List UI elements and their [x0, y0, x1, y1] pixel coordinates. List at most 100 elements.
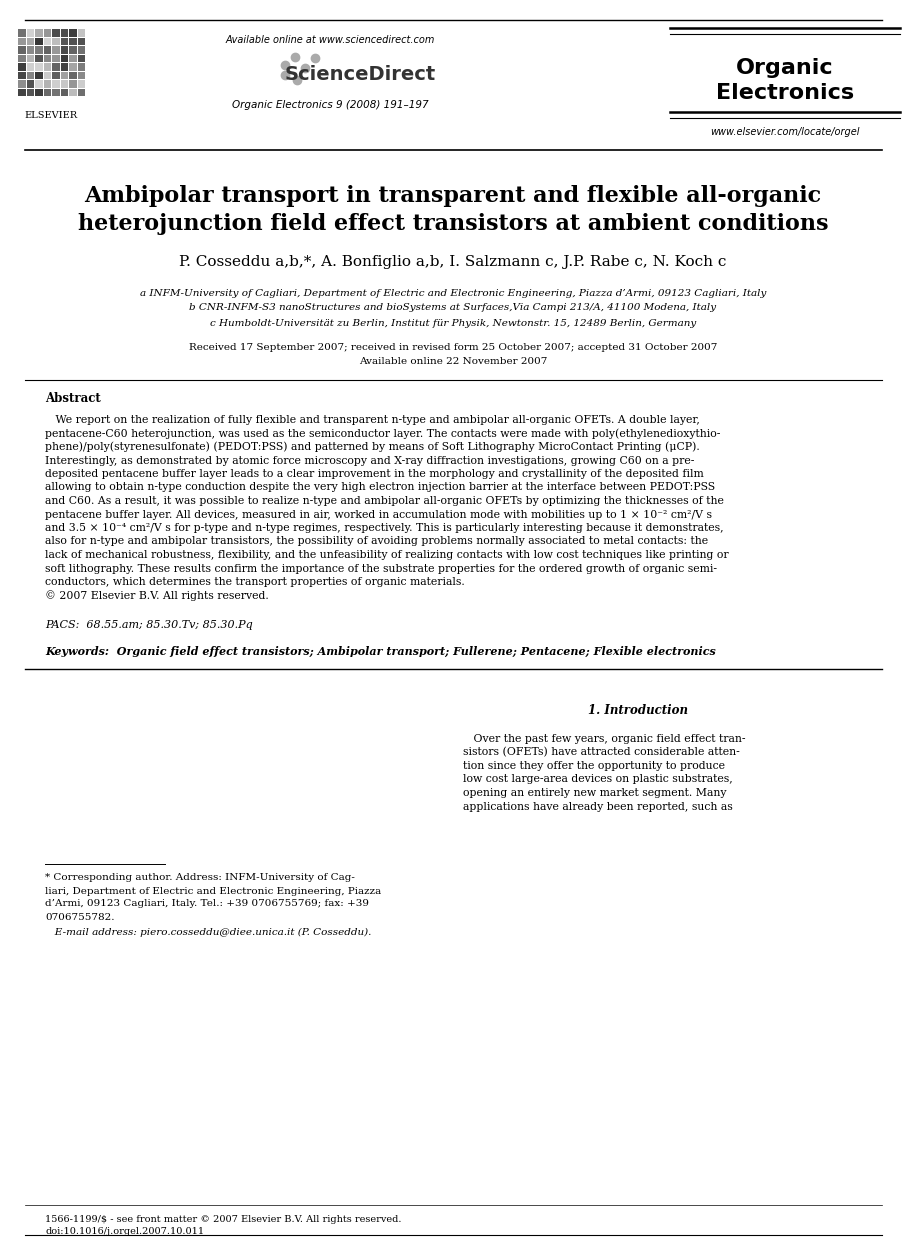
Text: conductors, which determines the transport properties of organic materials.: conductors, which determines the transpo… [45, 577, 464, 587]
Text: deposited pentacene buffer layer leads to a clear improvement in the morphology : deposited pentacene buffer layer leads t… [45, 469, 704, 479]
Bar [69, 72, 76, 79]
Bar [44, 46, 51, 53]
Bar [61, 54, 68, 62]
Bar [35, 37, 43, 45]
Bar [77, 72, 85, 79]
Bar [52, 37, 60, 45]
Text: * Corresponding author. Address: INFM-University of Cag-: * Corresponding author. Address: INFM-Un… [45, 874, 355, 883]
Bar [26, 28, 34, 36]
Bar [18, 80, 25, 88]
Bar [35, 80, 43, 88]
Bar [26, 46, 34, 53]
Bar [18, 88, 25, 97]
Bar [44, 63, 51, 71]
Text: Abstract: Abstract [45, 391, 101, 405]
Text: opening an entirely new market segment. Many: opening an entirely new market segment. … [463, 789, 727, 799]
Text: a INFM-University of Cagliari, Department of Electric and Electronic Engineering: a INFM-University of Cagliari, Departmen… [140, 288, 766, 297]
Bar [35, 63, 43, 71]
Text: Organic: Organic [736, 58, 834, 78]
Bar [44, 88, 51, 97]
Bar [52, 80, 60, 88]
Bar [61, 28, 68, 36]
Bar [77, 63, 85, 71]
Bar [61, 72, 68, 79]
Bar [52, 88, 60, 97]
Bar [18, 54, 25, 62]
Text: d’Armi, 09123 Cagliari, Italy. Tel.: +39 0706755769; fax: +39: d’Armi, 09123 Cagliari, Italy. Tel.: +39… [45, 900, 369, 909]
Bar [77, 88, 85, 97]
Bar [35, 46, 43, 53]
Bar [18, 37, 25, 45]
Bar [26, 80, 34, 88]
Text: We report on the realization of fully flexible and transparent n-type and ambipo: We report on the realization of fully fl… [45, 415, 700, 425]
Bar [44, 28, 51, 36]
Bar [69, 37, 76, 45]
Bar [26, 37, 34, 45]
Bar [52, 63, 60, 71]
Bar [61, 37, 68, 45]
Bar [18, 28, 25, 36]
Bar [52, 46, 60, 53]
Text: lack of mechanical robustness, flexibility, and the unfeasibility of realizing c: lack of mechanical robustness, flexibili… [45, 550, 728, 560]
Bar [35, 54, 43, 62]
Bar [35, 28, 43, 36]
Bar [26, 72, 34, 79]
Bar [61, 46, 68, 53]
Text: also for n-type and ambipolar transistors, the possibility of avoiding problems : also for n-type and ambipolar transistor… [45, 536, 708, 546]
Text: doi:10.1016/j.orgel.2007.10.011: doi:10.1016/j.orgel.2007.10.011 [45, 1227, 204, 1236]
Bar [44, 37, 51, 45]
Bar [69, 46, 76, 53]
Bar [44, 72, 51, 79]
Bar [18, 72, 25, 79]
Text: ScienceDirect: ScienceDirect [285, 66, 435, 84]
Text: Interestingly, as demonstrated by atomic force microscopy and X-ray diffraction : Interestingly, as demonstrated by atomic… [45, 456, 695, 465]
Text: and 3.5 × 10⁻⁴ cm²/V s for p-type and n-type regimes, respectively. This is part: and 3.5 × 10⁻⁴ cm²/V s for p-type and n-… [45, 522, 724, 534]
Text: Organic Electronics 9 (2008) 191–197: Organic Electronics 9 (2008) 191–197 [231, 100, 428, 110]
Text: liari, Department of Electric and Electronic Engineering, Piazza: liari, Department of Electric and Electr… [45, 886, 381, 895]
Bar [61, 63, 68, 71]
Bar [44, 80, 51, 88]
Text: P. Cosseddu a,b,*, A. Bonfiglio a,b, I. Salzmann c, J.P. Rabe c, N. Koch c: P. Cosseddu a,b,*, A. Bonfiglio a,b, I. … [180, 255, 727, 269]
Bar [69, 88, 76, 97]
Text: Over the past few years, organic field effect tran-: Over the past few years, organic field e… [463, 734, 746, 744]
Bar [69, 63, 76, 71]
Bar [77, 28, 85, 36]
Text: 1566-1199/$ - see front matter © 2007 Elsevier B.V. All rights reserved.: 1566-1199/$ - see front matter © 2007 El… [45, 1214, 402, 1223]
Bar [26, 88, 34, 97]
Bar [26, 63, 34, 71]
Text: allowing to obtain n-type conduction despite the very high electron injection ba: allowing to obtain n-type conduction des… [45, 483, 715, 493]
Bar [69, 80, 76, 88]
Bar [69, 54, 76, 62]
Bar [26, 54, 34, 62]
Bar [35, 88, 43, 97]
Bar [77, 46, 85, 53]
Text: pentacene buffer layer. All devices, measured in air, worked in accumulation mod: pentacene buffer layer. All devices, mea… [45, 510, 712, 520]
Bar [61, 88, 68, 97]
Text: www.elsevier.com/locate/orgel: www.elsevier.com/locate/orgel [710, 128, 860, 137]
Bar [77, 37, 85, 45]
Text: sistors (OFETs) have attracted considerable atten-: sistors (OFETs) have attracted considera… [463, 748, 740, 758]
Text: tion since they offer the opportunity to produce: tion since they offer the opportunity to… [463, 761, 725, 771]
Text: Ambipolar transport in transparent and flexible all-organic: Ambipolar transport in transparent and f… [84, 184, 822, 207]
Bar [35, 72, 43, 79]
Text: E-mail address: piero.cosseddu@diee.unica.it (P. Cosseddu).: E-mail address: piero.cosseddu@diee.unic… [45, 927, 371, 937]
Text: 0706755782.: 0706755782. [45, 912, 114, 921]
Text: Received 17 September 2007; received in revised form 25 October 2007; accepted 3: Received 17 September 2007; received in … [189, 343, 717, 352]
Bar [77, 80, 85, 88]
Text: Available online 22 November 2007: Available online 22 November 2007 [359, 357, 547, 365]
Bar [18, 63, 25, 71]
Text: ELSEVIER: ELSEVIER [24, 110, 78, 120]
Text: © 2007 Elsevier B.V. All rights reserved.: © 2007 Elsevier B.V. All rights reserved… [45, 591, 268, 600]
Text: Keywords:  Organic field effect transistors; Ambipolar transport; Fullerene; Pen: Keywords: Organic field effect transisto… [45, 645, 716, 656]
Text: pentacene-C60 heterojunction, was used as the semiconductor layer. The contacts : pentacene-C60 heterojunction, was used a… [45, 428, 720, 438]
Bar [69, 28, 76, 36]
Text: soft lithography. These results confirm the importance of the substrate properti: soft lithography. These results confirm … [45, 563, 717, 573]
Text: Available online at www.sciencedirect.com: Available online at www.sciencedirect.co… [225, 35, 434, 45]
Bar [52, 28, 60, 36]
Bar [77, 54, 85, 62]
Text: applications have already been reported, such as: applications have already been reported,… [463, 801, 733, 811]
Text: 1. Introduction: 1. Introduction [588, 704, 688, 718]
Text: PACS:  68.55.am; 85.30.Tv; 85.30.Pq: PACS: 68.55.am; 85.30.Tv; 85.30.Pq [45, 620, 253, 630]
Text: phene)/poly(styrenesulfonate) (PEDOT:PSS) and patterned by means of Soft Lithogr: phene)/poly(styrenesulfonate) (PEDOT:PSS… [45, 442, 699, 452]
Text: heterojunction field effect transistors at ambient conditions: heterojunction field effect transistors … [78, 213, 828, 235]
